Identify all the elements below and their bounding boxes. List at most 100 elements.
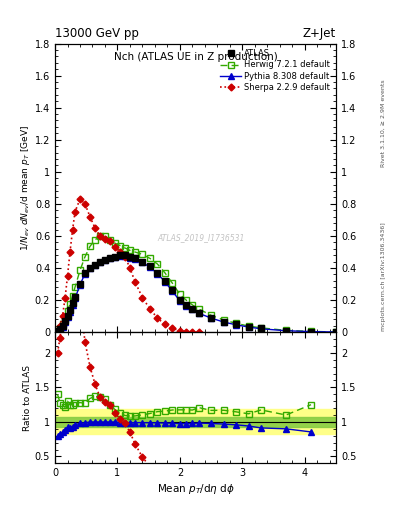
Sherpa 2.2.9 default bbox=[148, 306, 152, 312]
Herwig 7.2.1 default bbox=[334, 329, 338, 335]
Sherpa 2.2.9 default bbox=[118, 249, 122, 255]
Pythia 8.308 default bbox=[170, 288, 175, 294]
Pythia 8.308 default bbox=[246, 324, 251, 330]
Pythia 8.308 default bbox=[118, 253, 122, 259]
Sherpa 2.2.9 default bbox=[68, 249, 72, 255]
ATLAS bbox=[58, 326, 62, 332]
Pythia 8.308 default bbox=[78, 282, 83, 288]
Sherpa 2.2.9 default bbox=[73, 209, 77, 215]
Legend: ATLAS, Herwig 7.2.1 default, Pythia 8.308 default, Sherpa 2.2.9 default: ATLAS, Herwig 7.2.1 default, Pythia 8.30… bbox=[219, 48, 332, 93]
Herwig 7.2.1 default bbox=[178, 291, 182, 297]
Sherpa 2.2.9 default bbox=[65, 273, 70, 279]
ATLAS bbox=[309, 328, 313, 334]
Sherpa 2.2.9 default bbox=[103, 236, 107, 242]
Pythia 8.308 default bbox=[128, 254, 132, 261]
Text: Rivet 3.1.10, ≥ 2.9M events: Rivet 3.1.10, ≥ 2.9M events bbox=[381, 79, 386, 167]
Sherpa 2.2.9 default bbox=[132, 279, 137, 285]
ATLAS bbox=[209, 315, 213, 321]
Pythia 8.308 default bbox=[60, 324, 65, 330]
Pythia 8.308 default bbox=[309, 329, 313, 335]
Sherpa 2.2.9 default bbox=[70, 227, 75, 233]
Pythia 8.308 default bbox=[58, 327, 62, 333]
Pythia 8.308 default bbox=[132, 256, 137, 262]
Line: Sherpa 2.2.9 default: Sherpa 2.2.9 default bbox=[55, 197, 201, 334]
ATLAS bbox=[70, 300, 75, 306]
Pythia 8.308 default bbox=[62, 319, 67, 325]
Sherpa 2.2.9 default bbox=[55, 328, 60, 334]
ATLAS bbox=[60, 323, 65, 329]
ATLAS bbox=[118, 252, 122, 258]
Pythia 8.308 default bbox=[221, 319, 226, 325]
Herwig 7.2.1 default bbox=[78, 267, 83, 273]
Pythia 8.308 default bbox=[88, 265, 92, 271]
Line: Herwig 7.2.1 default: Herwig 7.2.1 default bbox=[54, 233, 339, 335]
Herwig 7.2.1 default bbox=[190, 302, 195, 308]
ATLAS bbox=[259, 326, 263, 332]
Pythia 8.308 default bbox=[196, 310, 201, 316]
Sherpa 2.2.9 default bbox=[196, 329, 201, 335]
Pythia 8.308 default bbox=[123, 253, 127, 259]
Pythia 8.308 default bbox=[68, 309, 72, 315]
Text: ATLAS_2019_I1736531: ATLAS_2019_I1736531 bbox=[158, 233, 245, 242]
ATLAS bbox=[196, 310, 201, 316]
Herwig 7.2.1 default bbox=[309, 328, 313, 334]
ATLAS bbox=[148, 263, 152, 269]
ATLAS bbox=[88, 265, 92, 271]
Pythia 8.308 default bbox=[97, 259, 102, 265]
Herwig 7.2.1 default bbox=[140, 251, 145, 258]
ATLAS bbox=[334, 329, 338, 335]
Sherpa 2.2.9 default bbox=[155, 315, 160, 321]
Herwig 7.2.1 default bbox=[209, 312, 213, 318]
Herwig 7.2.1 default bbox=[73, 284, 77, 290]
Pythia 8.308 default bbox=[83, 270, 87, 276]
Pythia 8.308 default bbox=[234, 322, 239, 328]
Pythia 8.308 default bbox=[284, 328, 288, 334]
ATLAS bbox=[113, 254, 118, 260]
Pythia 8.308 default bbox=[148, 264, 152, 270]
Pythia 8.308 default bbox=[178, 298, 182, 304]
Y-axis label: Ratio to ATLAS: Ratio to ATLAS bbox=[23, 365, 32, 431]
Sherpa 2.2.9 default bbox=[123, 254, 127, 260]
Pythia 8.308 default bbox=[190, 306, 195, 312]
Herwig 7.2.1 default bbox=[184, 297, 189, 303]
Pythia 8.308 default bbox=[55, 328, 60, 334]
Sherpa 2.2.9 default bbox=[140, 294, 145, 301]
Herwig 7.2.1 default bbox=[60, 321, 65, 327]
Sherpa 2.2.9 default bbox=[88, 214, 92, 220]
ATLAS bbox=[221, 318, 226, 325]
Text: Nch (ATLAS UE in Z production): Nch (ATLAS UE in Z production) bbox=[114, 52, 277, 62]
Sherpa 2.2.9 default bbox=[58, 323, 62, 329]
Pythia 8.308 default bbox=[73, 295, 77, 302]
Sherpa 2.2.9 default bbox=[128, 265, 132, 271]
Herwig 7.2.1 default bbox=[155, 261, 160, 267]
Sherpa 2.2.9 default bbox=[163, 322, 167, 328]
Sherpa 2.2.9 default bbox=[190, 329, 195, 335]
ATLAS bbox=[140, 259, 145, 265]
Sherpa 2.2.9 default bbox=[184, 328, 189, 334]
Sherpa 2.2.9 default bbox=[97, 233, 102, 239]
ATLAS bbox=[68, 307, 72, 313]
Herwig 7.2.1 default bbox=[83, 254, 87, 260]
Herwig 7.2.1 default bbox=[128, 247, 132, 253]
ATLAS bbox=[62, 318, 67, 324]
ATLAS bbox=[190, 306, 195, 312]
Sherpa 2.2.9 default bbox=[83, 201, 87, 207]
Herwig 7.2.1 default bbox=[62, 315, 67, 322]
Herwig 7.2.1 default bbox=[68, 301, 72, 307]
ATLAS bbox=[178, 297, 182, 303]
Herwig 7.2.1 default bbox=[58, 326, 62, 332]
Pythia 8.308 default bbox=[163, 279, 167, 285]
Sherpa 2.2.9 default bbox=[108, 238, 112, 244]
ATLAS bbox=[108, 255, 112, 262]
Pythia 8.308 default bbox=[70, 302, 75, 308]
Herwig 7.2.1 default bbox=[88, 243, 92, 249]
Sherpa 2.2.9 default bbox=[170, 325, 175, 331]
Line: ATLAS: ATLAS bbox=[54, 252, 339, 335]
ATLAS bbox=[73, 294, 77, 300]
ATLAS bbox=[78, 281, 83, 287]
Sherpa 2.2.9 default bbox=[178, 328, 182, 334]
Pythia 8.308 default bbox=[259, 326, 263, 332]
Pythia 8.308 default bbox=[334, 329, 338, 335]
Herwig 7.2.1 default bbox=[93, 237, 97, 243]
ATLAS bbox=[132, 255, 137, 262]
